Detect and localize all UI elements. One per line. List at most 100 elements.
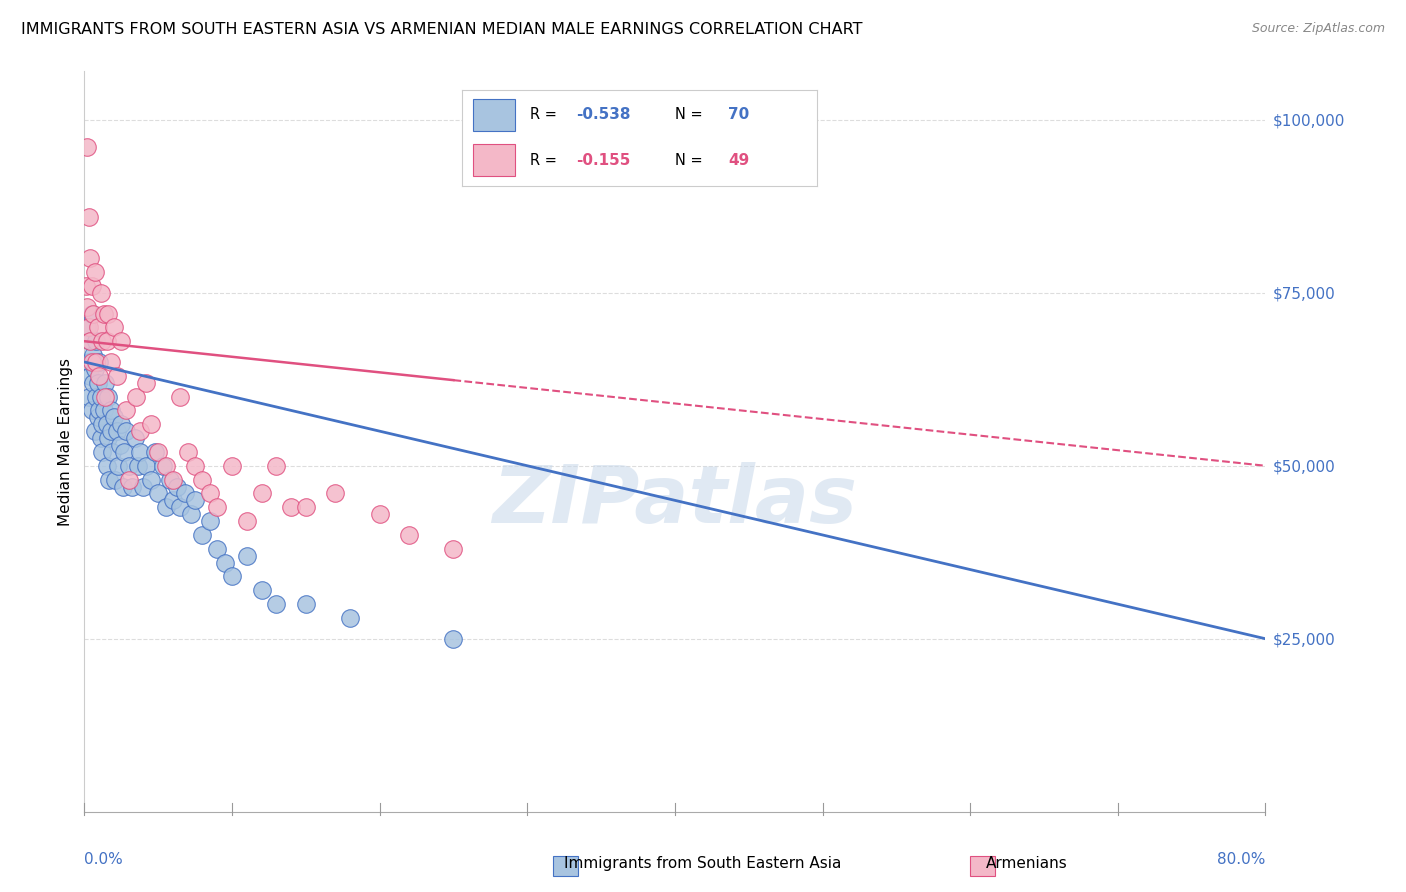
Point (443, 541, 465, 556)
Point (129, 424, 152, 438)
Point (84, 334, 107, 349)
Point (155, 458, 177, 473)
Point (159, 473, 181, 487)
Point (135, 458, 157, 473)
Text: 80.0%: 80.0% (1218, 853, 1265, 867)
Point (96, 334, 118, 349)
Point (121, 479, 143, 493)
Point (94, 376, 117, 390)
Text: Armenians: Armenians (986, 856, 1067, 871)
Point (169, 390, 191, 404)
Point (155, 500, 177, 515)
Point (84, 355, 107, 369)
Point (79, 368, 101, 383)
Point (110, 334, 132, 349)
Point (443, 632, 465, 646)
Point (82, 306, 104, 320)
Point (129, 445, 152, 459)
Point (148, 486, 170, 500)
Point (76, 140, 98, 154)
Point (90, 285, 112, 300)
Point (98, 473, 121, 487)
Point (77, 320, 100, 334)
Point (125, 390, 148, 404)
Point (295, 597, 318, 611)
Point (191, 473, 214, 487)
Point (97, 306, 120, 320)
Point (87, 403, 111, 417)
Point (207, 541, 229, 556)
Point (101, 445, 124, 459)
Point (79, 251, 101, 265)
Point (76, 320, 98, 334)
Point (198, 514, 221, 528)
Point (100, 355, 122, 369)
Point (250, 486, 273, 500)
Point (100, 403, 122, 417)
Point (83, 362, 105, 376)
Point (83, 424, 105, 438)
Point (87, 368, 111, 383)
Point (91, 445, 114, 459)
Point (177, 445, 200, 459)
Point (91, 417, 114, 432)
Point (118, 458, 141, 473)
Point (96, 458, 118, 473)
Point (214, 556, 236, 570)
Point (250, 583, 273, 598)
Point (77, 210, 100, 224)
Point (135, 376, 157, 390)
Point (80, 278, 103, 293)
Point (86, 376, 108, 390)
Point (107, 458, 129, 473)
Point (266, 597, 288, 611)
Point (127, 458, 149, 473)
Point (325, 486, 347, 500)
Point (143, 445, 166, 459)
Point (82, 348, 104, 362)
Point (86, 320, 108, 334)
Point (191, 528, 214, 542)
Point (87, 355, 111, 369)
Point (236, 514, 259, 528)
Point (97, 431, 120, 445)
Point (173, 486, 195, 500)
Point (221, 569, 243, 583)
Point (110, 417, 132, 432)
Point (295, 500, 318, 515)
Point (97, 390, 120, 404)
Point (139, 473, 162, 487)
Point (104, 473, 127, 487)
Point (339, 611, 361, 625)
Point (169, 500, 191, 515)
Point (77, 355, 100, 369)
Point (100, 424, 122, 438)
Point (105, 424, 128, 438)
Point (112, 445, 135, 459)
Point (198, 486, 221, 500)
Point (236, 549, 259, 563)
Point (80, 355, 103, 369)
Point (94, 390, 117, 404)
Point (79, 334, 101, 349)
Point (162, 473, 184, 487)
Point (207, 500, 229, 515)
Point (90, 431, 112, 445)
Text: 0.0%: 0.0% (84, 853, 124, 867)
Point (103, 320, 125, 334)
Point (103, 410, 125, 425)
Point (280, 500, 302, 515)
Point (93, 403, 115, 417)
Y-axis label: Median Male Earnings: Median Male Earnings (58, 358, 73, 525)
Point (162, 493, 184, 508)
Point (118, 473, 141, 487)
Point (368, 507, 391, 521)
Point (152, 458, 174, 473)
Point (184, 493, 207, 508)
Point (80, 403, 103, 417)
Point (139, 417, 162, 432)
Point (114, 424, 136, 438)
Point (132, 479, 155, 493)
Point (180, 507, 202, 521)
Point (93, 306, 115, 320)
